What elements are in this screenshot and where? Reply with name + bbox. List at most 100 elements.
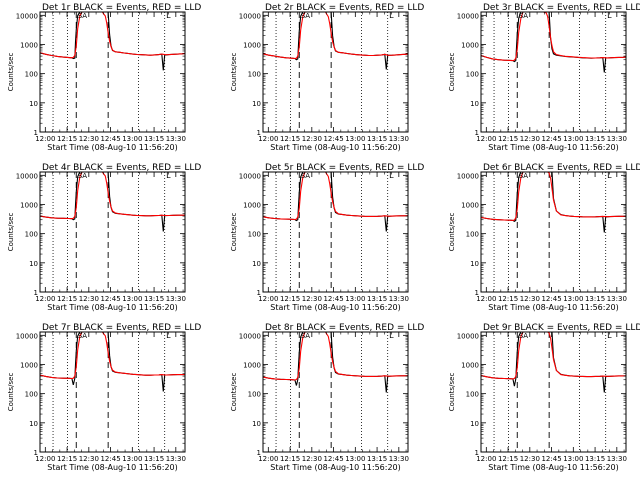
x-axis-label: Start Time (08-Aug-10 11:56:20) xyxy=(488,463,619,472)
x-tick-label: 12:30 xyxy=(520,135,540,143)
marker-label-l: L xyxy=(607,331,612,340)
marker-label-saa: SA xyxy=(301,12,311,20)
y-tick-label: 10000 xyxy=(16,172,38,180)
x-tick-label: 13:15 xyxy=(367,135,387,143)
x-tick-label: 13:15 xyxy=(144,455,164,463)
y-tick-label: 100 xyxy=(466,391,479,399)
y-axis-label: Counts/sec xyxy=(7,373,15,412)
x-tick-label: 13:00 xyxy=(122,455,142,463)
y-tick-label: 10000 xyxy=(239,12,261,20)
x-tick-label: 13:30 xyxy=(607,295,627,303)
x-tick-label: 13:15 xyxy=(367,455,387,463)
y-tick-label: 10000 xyxy=(457,12,479,20)
x-tick-label: 12:30 xyxy=(79,135,99,143)
marker-label-l: L xyxy=(607,171,612,180)
plot-title: Det 4r BLACK = Events, RED = LLD xyxy=(42,163,201,173)
marker-label-saa: SA xyxy=(78,172,88,180)
plot-title: Det 5r BLACK = Events, RED = LLD xyxy=(265,163,424,173)
y-tick-label: 10000 xyxy=(457,332,479,340)
y-tick-label: 10 xyxy=(29,420,38,428)
x-tick-label: 12:00 xyxy=(258,455,278,463)
y-axis-label: Counts/sec xyxy=(448,213,456,252)
x-tick-label: 12:15 xyxy=(57,295,77,303)
marker-label-l: L xyxy=(166,11,171,20)
x-tick-label: 13:30 xyxy=(389,295,409,303)
marker-label-saa: SA xyxy=(78,12,88,20)
x-tick-label: 12:00 xyxy=(476,455,496,463)
marker-label-saa: SA xyxy=(519,332,529,340)
y-axis-label: Counts/sec xyxy=(7,213,15,252)
plot-title: Det 6r BLACK = Events, RED = LLD xyxy=(483,163,640,173)
marker-label-saa: SA xyxy=(519,12,529,20)
series-line-lld xyxy=(40,172,185,220)
marker-label-saa: SA xyxy=(519,172,529,180)
y-axis-label: Counts/sec xyxy=(230,53,238,92)
plot-title: Det 9r BLACK = Events, RED = LLD xyxy=(483,323,640,333)
y-axis-label: Counts/sec xyxy=(230,373,238,412)
x-tick-label: 13:00 xyxy=(563,295,583,303)
plot-title: Det 1r BLACK = Events, RED = LLD xyxy=(42,3,201,13)
x-tick-label: 13:30 xyxy=(607,135,627,143)
y-tick-label: 1000 xyxy=(461,361,479,369)
x-tick-label: 13:00 xyxy=(345,455,365,463)
x-tick-label: 12:15 xyxy=(280,455,300,463)
plot-title: Det 7r BLACK = Events, RED = LLD xyxy=(42,323,201,333)
x-tick-label: 13:30 xyxy=(166,455,186,463)
x-tick-label: 12:15 xyxy=(57,455,77,463)
marker-label-saa: SA xyxy=(301,172,311,180)
series-line-events xyxy=(481,332,626,393)
x-tick-label: 12:30 xyxy=(79,455,99,463)
plot-frame xyxy=(262,331,409,453)
series-line-lld xyxy=(263,12,408,60)
y-tick-label: 1 xyxy=(475,289,479,297)
series-line-events xyxy=(40,332,185,392)
y-tick-label: 100 xyxy=(248,71,261,79)
x-tick-label: 12:45 xyxy=(100,455,120,463)
x-axis-label: Start Time (08-Aug-10 11:56:20) xyxy=(47,463,178,472)
y-tick-label: 1000 xyxy=(243,41,261,49)
x-tick-label: 13:15 xyxy=(367,295,387,303)
series-line-lld xyxy=(481,172,626,221)
x-tick-label: 13:00 xyxy=(345,295,365,303)
y-tick-label: 10 xyxy=(470,100,479,108)
series-line-lld xyxy=(40,12,185,59)
y-tick-label: 1 xyxy=(34,129,38,137)
plot-frame xyxy=(39,171,186,293)
x-tick-label: 13:00 xyxy=(122,295,142,303)
y-tick-label: 1 xyxy=(34,289,38,297)
x-tick-label: 12:30 xyxy=(302,295,322,303)
y-tick-label: 10000 xyxy=(16,332,38,340)
x-tick-label: 13:00 xyxy=(345,135,365,143)
marker-label-l: L xyxy=(389,11,394,20)
x-tick-label: 13:00 xyxy=(563,455,583,463)
x-tick-label: 12:30 xyxy=(302,135,322,143)
series-line-events xyxy=(481,12,626,73)
plot-frame xyxy=(480,11,627,133)
y-tick-label: 100 xyxy=(466,71,479,79)
x-tick-label: 12:45 xyxy=(541,135,561,143)
y-tick-label: 100 xyxy=(248,391,261,399)
y-tick-label: 1000 xyxy=(243,201,261,209)
x-tick-label: 12:30 xyxy=(302,455,322,463)
y-tick-label: 10 xyxy=(29,100,38,108)
plot-frame xyxy=(480,171,627,293)
y-tick-label: 10000 xyxy=(16,12,38,20)
x-tick-label: 12:15 xyxy=(498,295,518,303)
y-tick-label: 10 xyxy=(252,260,261,268)
plot-frame xyxy=(480,331,627,453)
y-tick-label: 1 xyxy=(34,449,38,457)
y-tick-label: 10000 xyxy=(239,172,261,180)
x-tick-label: 12:45 xyxy=(100,135,120,143)
y-tick-label: 100 xyxy=(25,391,38,399)
x-tick-label: 12:45 xyxy=(541,455,561,463)
y-axis-label: Counts/sec xyxy=(448,53,456,92)
y-tick-label: 10 xyxy=(252,420,261,428)
x-tick-label: 12:30 xyxy=(79,295,99,303)
y-tick-label: 1 xyxy=(257,129,261,137)
plot-title: Det 2r BLACK = Events, RED = LLD xyxy=(265,3,424,13)
x-tick-label: 12:15 xyxy=(280,135,300,143)
y-axis-label: Counts/sec xyxy=(448,373,456,412)
